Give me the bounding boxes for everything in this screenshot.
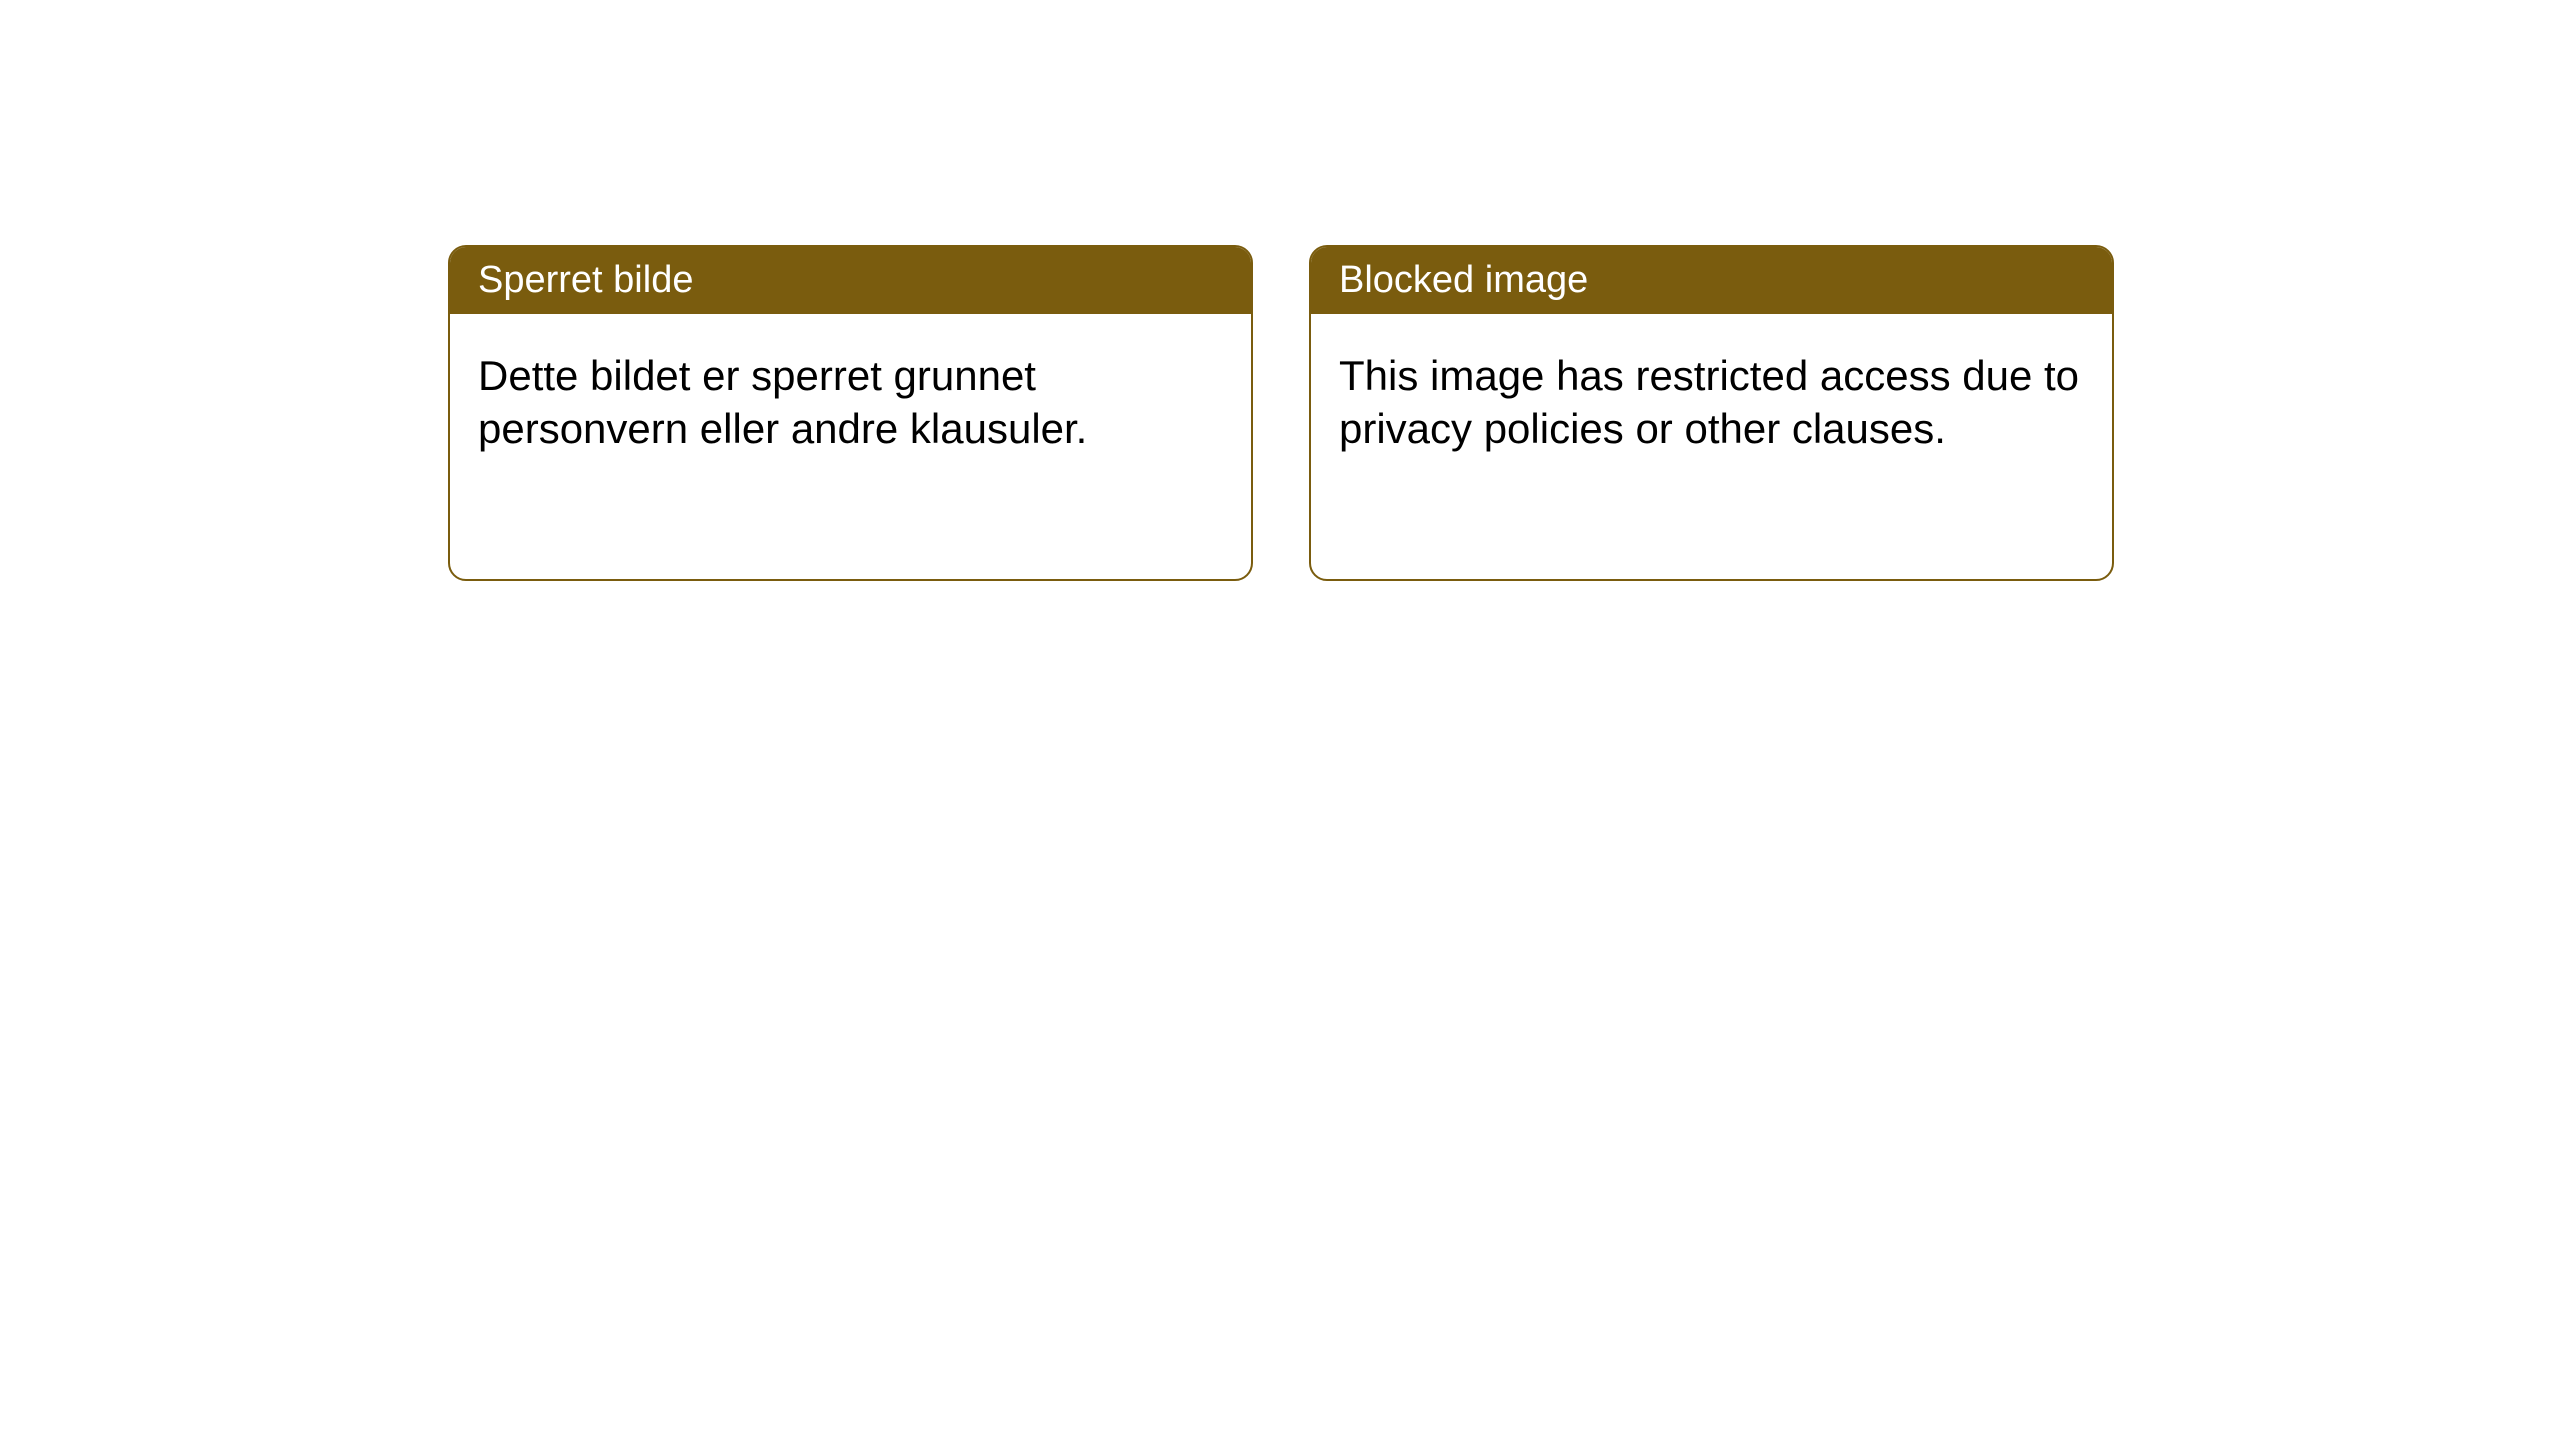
notice-card-body: Dette bildet er sperret grunnet personve… — [450, 314, 1251, 491]
notice-card-title: Blocked image — [1311, 247, 2112, 314]
notice-card-title: Sperret bilde — [450, 247, 1251, 314]
notice-cards-container: Sperret bilde Dette bildet er sperret gr… — [0, 0, 2560, 581]
notice-card-norwegian: Sperret bilde Dette bildet er sperret gr… — [448, 245, 1253, 581]
notice-card-english: Blocked image This image has restricted … — [1309, 245, 2114, 581]
notice-card-body: This image has restricted access due to … — [1311, 314, 2112, 491]
